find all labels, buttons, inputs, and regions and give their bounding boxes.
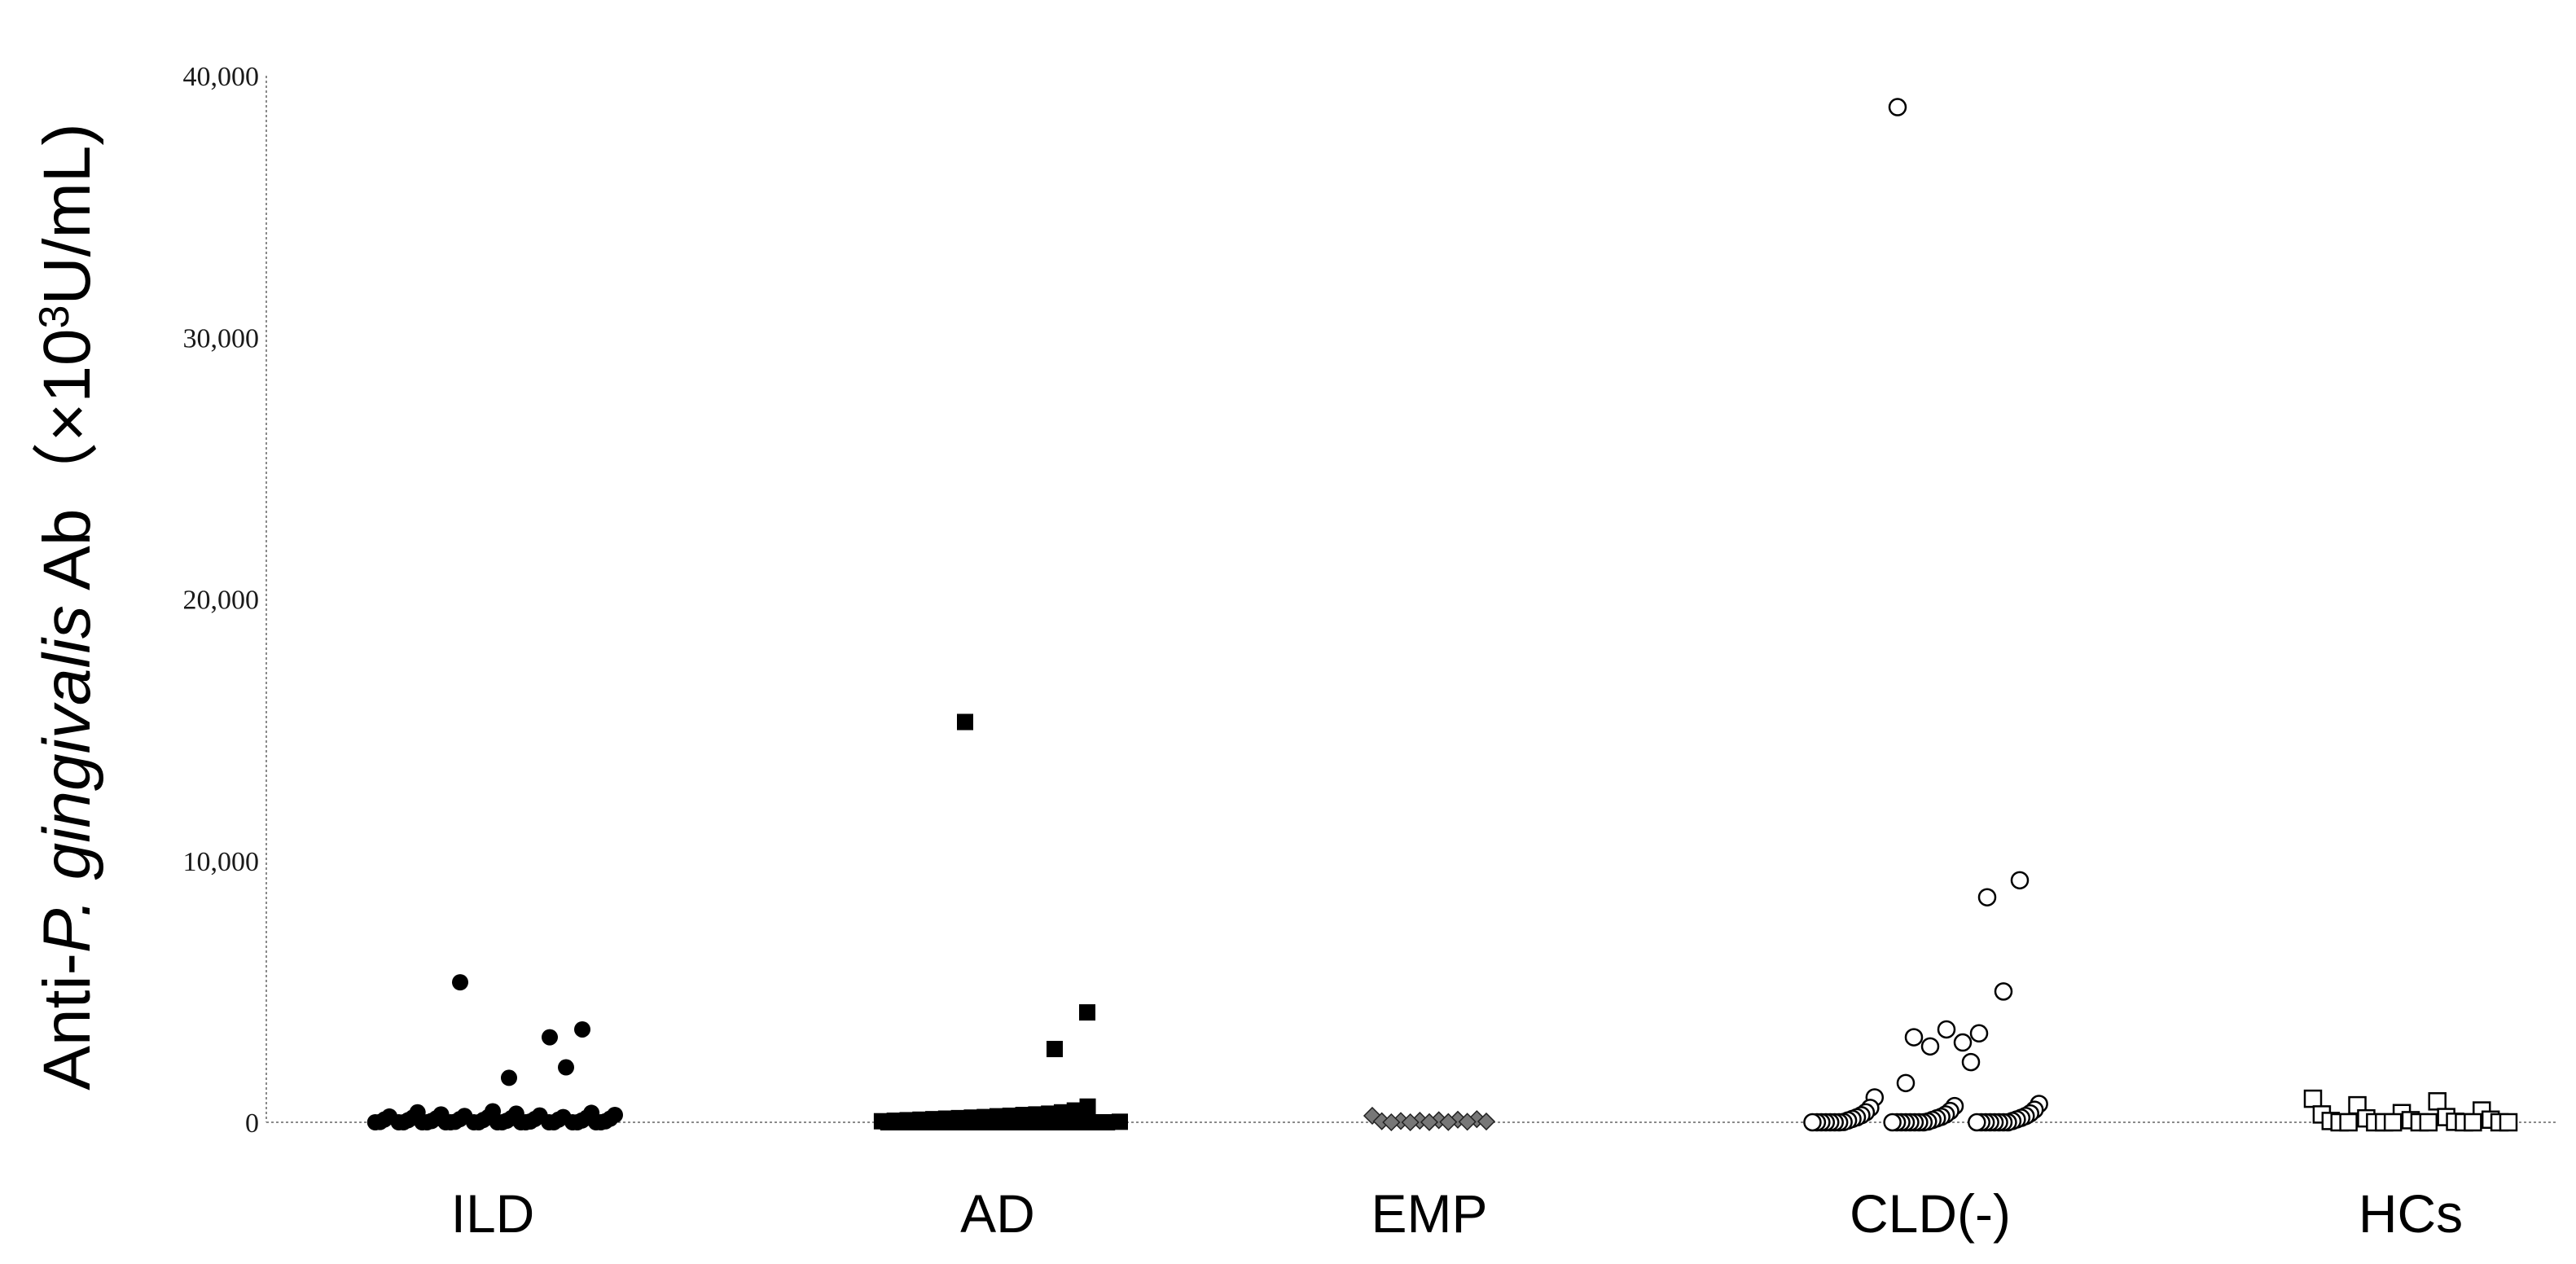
data-point bbox=[587, 1114, 604, 1130]
y-axis-label: Anti-P. gingivalis Ab（×103U/mL) bbox=[30, 123, 104, 1090]
data-point bbox=[2339, 1113, 2358, 1132]
data-point bbox=[1961, 1052, 1981, 1072]
category-label: ILD bbox=[451, 1183, 535, 1244]
data-point bbox=[1477, 1112, 1496, 1131]
data-point bbox=[1079, 1098, 1096, 1115]
category-label: HCs bbox=[2359, 1183, 2463, 1244]
data-point bbox=[1420, 1113, 1439, 1131]
data-point bbox=[2383, 1113, 2403, 1132]
data-point bbox=[574, 1020, 590, 1038]
data-point bbox=[1021, 1114, 1038, 1130]
data-point bbox=[1937, 1020, 1956, 1039]
data-point bbox=[1401, 1113, 1420, 1132]
data-point bbox=[944, 1114, 961, 1130]
data-point bbox=[983, 1114, 1000, 1130]
data-point bbox=[1953, 1033, 1973, 1052]
data-point bbox=[390, 1114, 407, 1130]
data-point bbox=[906, 1114, 923, 1130]
data-point bbox=[1034, 1114, 1051, 1130]
data-point bbox=[970, 1114, 987, 1130]
data-point bbox=[512, 1114, 529, 1130]
data-point bbox=[2010, 871, 2030, 890]
data-point bbox=[2464, 1113, 2482, 1132]
data-point bbox=[931, 1114, 948, 1130]
data-point bbox=[1888, 98, 1907, 116]
data-point bbox=[564, 1114, 581, 1130]
data-point bbox=[957, 713, 973, 731]
data-point bbox=[2499, 1113, 2518, 1132]
data-point bbox=[2428, 1092, 2447, 1111]
data-point bbox=[1969, 1024, 1989, 1043]
data-point bbox=[1086, 1114, 1103, 1130]
data-point bbox=[1112, 1113, 1128, 1130]
data-point bbox=[501, 1069, 517, 1086]
data-point bbox=[437, 1114, 454, 1130]
svg-text:Anti-P. gingivalis Ab（×103U/mL: Anti-P. gingivalis Ab（×103U/mL) bbox=[30, 123, 104, 1090]
data-point bbox=[1073, 1114, 1090, 1130]
y-tick-label: 0 bbox=[245, 1108, 259, 1139]
category-label: AD bbox=[960, 1183, 1035, 1244]
data-point bbox=[880, 1114, 897, 1130]
data-point bbox=[1047, 1114, 1064, 1130]
data-point bbox=[1896, 1073, 1916, 1093]
y-tick-label: 10,000 bbox=[183, 847, 260, 877]
data-point bbox=[1977, 888, 1997, 906]
y-tick-label: 30,000 bbox=[183, 323, 260, 353]
data-point bbox=[465, 1114, 482, 1130]
y-tick-labels: 0 10,000 20,000 30,000 40,000 bbox=[183, 62, 260, 1139]
data-point bbox=[542, 1029, 558, 1046]
data-point bbox=[1079, 1004, 1095, 1021]
data-point bbox=[1060, 1114, 1077, 1130]
data-point bbox=[1920, 1037, 1940, 1056]
data-point bbox=[558, 1059, 574, 1076]
data-point bbox=[1883, 1113, 1902, 1132]
data-point bbox=[2419, 1113, 2438, 1132]
data-point bbox=[2303, 1089, 2323, 1108]
data-point bbox=[919, 1114, 936, 1130]
category-label: EMP bbox=[1371, 1183, 1487, 1244]
data-point bbox=[1994, 982, 2013, 1001]
data-point bbox=[1047, 1041, 1063, 1058]
data-point bbox=[452, 974, 468, 991]
data-point bbox=[1382, 1113, 1401, 1132]
data-point bbox=[1803, 1113, 1822, 1132]
data-point bbox=[489, 1114, 506, 1130]
data-points bbox=[366, 98, 2518, 1132]
data-point bbox=[541, 1114, 558, 1130]
category-label: CLD(-) bbox=[1850, 1183, 2011, 1244]
data-point bbox=[995, 1114, 1012, 1130]
y-tick-label: 20,000 bbox=[183, 586, 260, 616]
data-point bbox=[1008, 1114, 1025, 1130]
data-point bbox=[1458, 1113, 1477, 1131]
data-point bbox=[1904, 1028, 1924, 1047]
y-tick-label: 40,000 bbox=[183, 62, 260, 92]
data-point bbox=[893, 1114, 910, 1130]
category-labels: ILD AD EMP CLD(-) HCs bbox=[451, 1183, 2464, 1244]
data-point bbox=[957, 1114, 974, 1130]
data-point bbox=[366, 1114, 384, 1130]
data-point bbox=[1439, 1113, 1458, 1131]
data-point bbox=[414, 1114, 431, 1130]
data-point bbox=[1968, 1113, 1986, 1132]
data-point bbox=[1099, 1114, 1116, 1130]
